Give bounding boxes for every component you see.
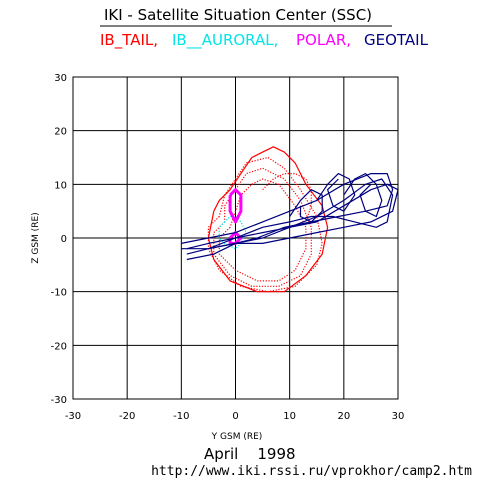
- plot-frame: [72, 76, 399, 400]
- x-tick-label: -30: [65, 411, 81, 422]
- x-tick-label: 10: [283, 411, 296, 422]
- orbit-trace-geotail: [343, 173, 383, 218]
- spacecraft-name-polar: POLAR,: [296, 31, 351, 49]
- x-tick-label: -10: [173, 411, 189, 422]
- y-axis-label: Z GSM (RE): [31, 212, 41, 263]
- orbit-trace-geotail: [186, 178, 394, 261]
- x-tick-label: 30: [392, 411, 405, 422]
- chart-title: IKI - Satellite Situation Center (SSC): [104, 6, 372, 24]
- x-tick-label: -20: [119, 411, 135, 422]
- orbit-traces: [181, 146, 399, 293]
- spacecraft-name-ib-auroral: IB__AURORAL,: [172, 31, 278, 50]
- orbit-trace-ib-tail: [213, 167, 312, 287]
- orbit-trace-geotail: [289, 189, 323, 223]
- y-tick-label: -30: [51, 395, 67, 406]
- spacecraft-name-ib-tail: IB_TAIL,: [100, 31, 158, 50]
- spacecraft-name-geotail: GEOTAIL: [364, 31, 429, 49]
- orbit-trace-polar: [228, 231, 243, 245]
- spacecraft-list: IB_TAIL, IB__AURORAL, POLAR, GEOTAIL: [100, 31, 429, 50]
- footer-date: April 1998: [204, 445, 296, 463]
- y-tick-label: 0: [61, 234, 67, 245]
- y-tick-label: 20: [54, 127, 67, 138]
- x-tick-label: 20: [337, 411, 350, 422]
- axis-ticks: -30 -20 -10 0 10 20 30 -30 -20 -10 0 10 20 30: [51, 73, 405, 422]
- y-tick-label: 30: [54, 73, 67, 84]
- orbit-trace-ib-tail: [218, 178, 307, 282]
- y-tick-label: -10: [51, 288, 67, 299]
- orbit-trace-geotail: [181, 173, 394, 250]
- x-axis-label: Y GSM (RE): [211, 432, 263, 442]
- footer-url: http://www.iki.rssi.ru/vprokhor/camp2.ht…: [151, 464, 472, 479]
- y-tick-label: -20: [51, 341, 67, 352]
- orbit-trace-ib-tail: [207, 146, 329, 293]
- y-tick-label: 10: [54, 180, 67, 191]
- x-tick-label: 0: [232, 411, 238, 422]
- orbit-trace-polar: [228, 188, 243, 224]
- orbit-trace-geotail: [316, 173, 356, 212]
- orbit-trace-geotail: [186, 183, 399, 255]
